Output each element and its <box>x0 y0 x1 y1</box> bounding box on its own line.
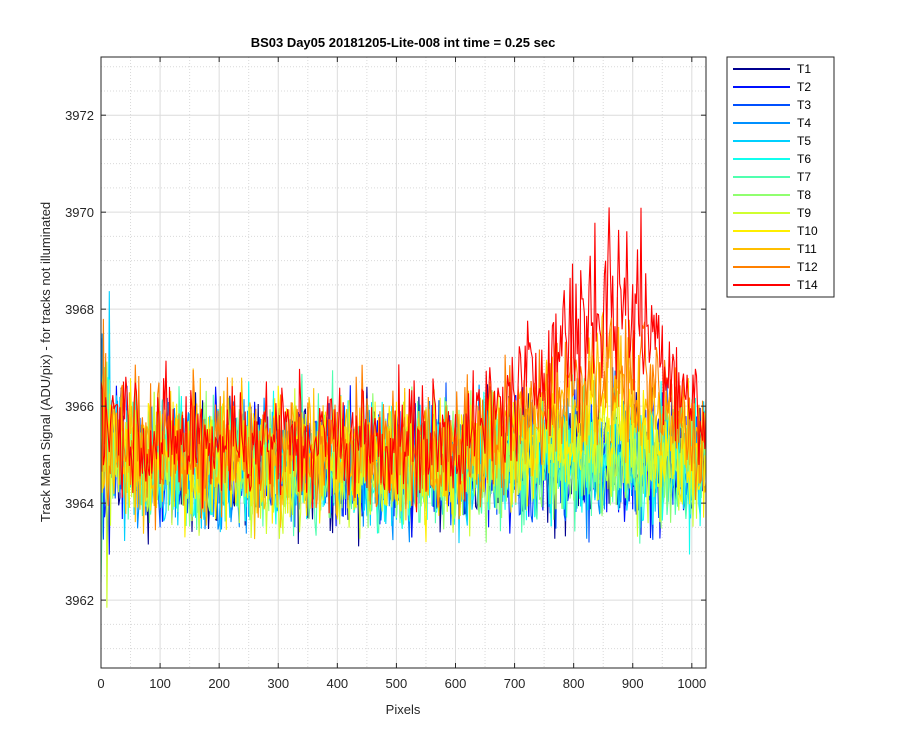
y-axis-label: Track Mean Signal (ADU/pix) - for tracks… <box>38 202 53 522</box>
y-tick-label: 3966 <box>65 399 94 414</box>
x-tick-label: 300 <box>267 676 289 691</box>
legend-label: T10 <box>797 224 818 238</box>
series-line-t12 <box>101 297 706 531</box>
x-tick-label: 800 <box>563 676 585 691</box>
legend-label: T4 <box>797 116 811 130</box>
x-tick-label: 100 <box>149 676 171 691</box>
x-axis-label: Pixels <box>386 702 421 717</box>
x-tick-label: 200 <box>208 676 230 691</box>
series-lines <box>101 207 706 608</box>
legend-label: T7 <box>797 170 811 184</box>
series-line-t14 <box>101 207 706 514</box>
legend-label: T14 <box>797 278 818 292</box>
legend-label: T12 <box>797 260 818 274</box>
legend-label: T5 <box>797 134 811 148</box>
x-tick-label: 600 <box>445 676 467 691</box>
legend-label: T9 <box>797 206 811 220</box>
x-tick-label: 400 <box>326 676 348 691</box>
legend: T1 T2 T3 T4 T5 T6 T7 T8 T9 T10 T11 T12 T14 <box>726 56 835 298</box>
grid <box>100 57 706 668</box>
legend-label: T11 <box>797 242 817 256</box>
x-tick-label: 900 <box>622 676 644 691</box>
legend-label: T6 <box>797 152 811 166</box>
plot-frame <box>100 56 707 669</box>
y-tick-label: 3968 <box>65 302 94 317</box>
axis-ticks: 0 100 200 300 400 500 600 700 800 900 1000 3962 3964… <box>65 57 706 691</box>
legend-label: T2 <box>797 80 811 94</box>
x-tick-label: 0 <box>97 676 104 691</box>
legend-label: T1 <box>797 62 811 76</box>
x-tick-label: 1000 <box>677 676 706 691</box>
y-tick-label: 3962 <box>65 593 94 608</box>
chart-title: BS03 Day05 20181205-Lite-008 int time = … <box>251 35 556 50</box>
x-tick-label: 700 <box>504 676 526 691</box>
legend-label: T3 <box>797 98 811 112</box>
y-tick-label: 3972 <box>65 108 94 123</box>
legend-label: T8 <box>797 188 811 202</box>
x-tick-label: 500 <box>386 676 408 691</box>
y-tick-label: 3970 <box>65 205 94 220</box>
y-tick-label: 3964 <box>65 496 94 511</box>
